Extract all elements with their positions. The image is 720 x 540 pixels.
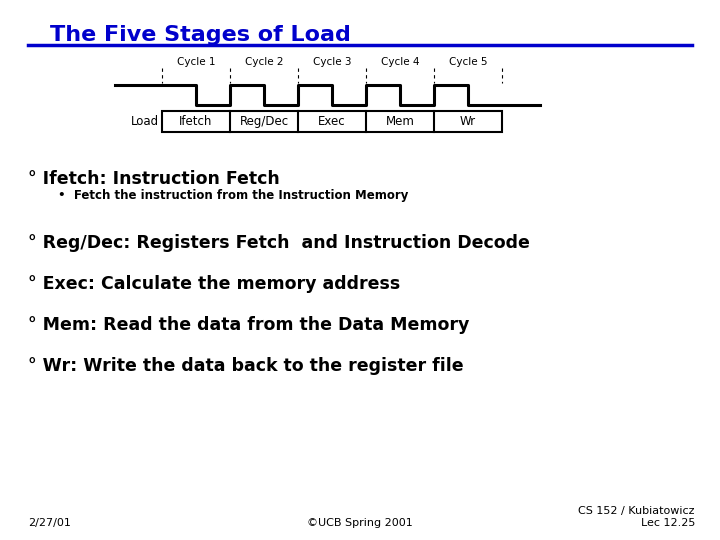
Text: The Five Stages of Load: The Five Stages of Load [50, 25, 351, 45]
Text: •  Fetch the instruction from the Instruction Memory: • Fetch the instruction from the Instruc… [58, 189, 408, 202]
Text: ©UCB Spring 2001: ©UCB Spring 2001 [307, 518, 413, 528]
Text: ° Wr: Write the data back to the register file: ° Wr: Write the data back to the registe… [28, 357, 464, 375]
Text: Exec: Exec [318, 115, 346, 128]
Text: ° Reg/Dec: Registers Fetch  and Instruction Decode: ° Reg/Dec: Registers Fetch and Instructi… [28, 234, 530, 252]
Text: Cycle 4: Cycle 4 [381, 57, 419, 67]
Text: ° Mem: Read the data from the Data Memory: ° Mem: Read the data from the Data Memor… [28, 316, 469, 334]
Text: Load: Load [131, 115, 159, 128]
Text: 2/27/01: 2/27/01 [28, 518, 71, 528]
Text: Cycle 1: Cycle 1 [176, 57, 215, 67]
Text: Ifetch: Ifetch [179, 115, 212, 128]
Text: Cycle 2: Cycle 2 [245, 57, 283, 67]
Text: Cycle 5: Cycle 5 [449, 57, 487, 67]
Text: CS 152 / Kubiatowicz
Lec 12.25: CS 152 / Kubiatowicz Lec 12.25 [578, 507, 695, 528]
Text: ° Ifetch: Instruction Fetch: ° Ifetch: Instruction Fetch [28, 170, 280, 188]
Text: Wr: Wr [460, 115, 476, 128]
Text: Reg/Dec: Reg/Dec [240, 115, 289, 128]
Text: ° Exec: Calculate the memory address: ° Exec: Calculate the memory address [28, 275, 400, 293]
Text: Cycle 3: Cycle 3 [312, 57, 351, 67]
Text: Mem: Mem [386, 115, 415, 128]
Bar [162, 111, 502, 132]
